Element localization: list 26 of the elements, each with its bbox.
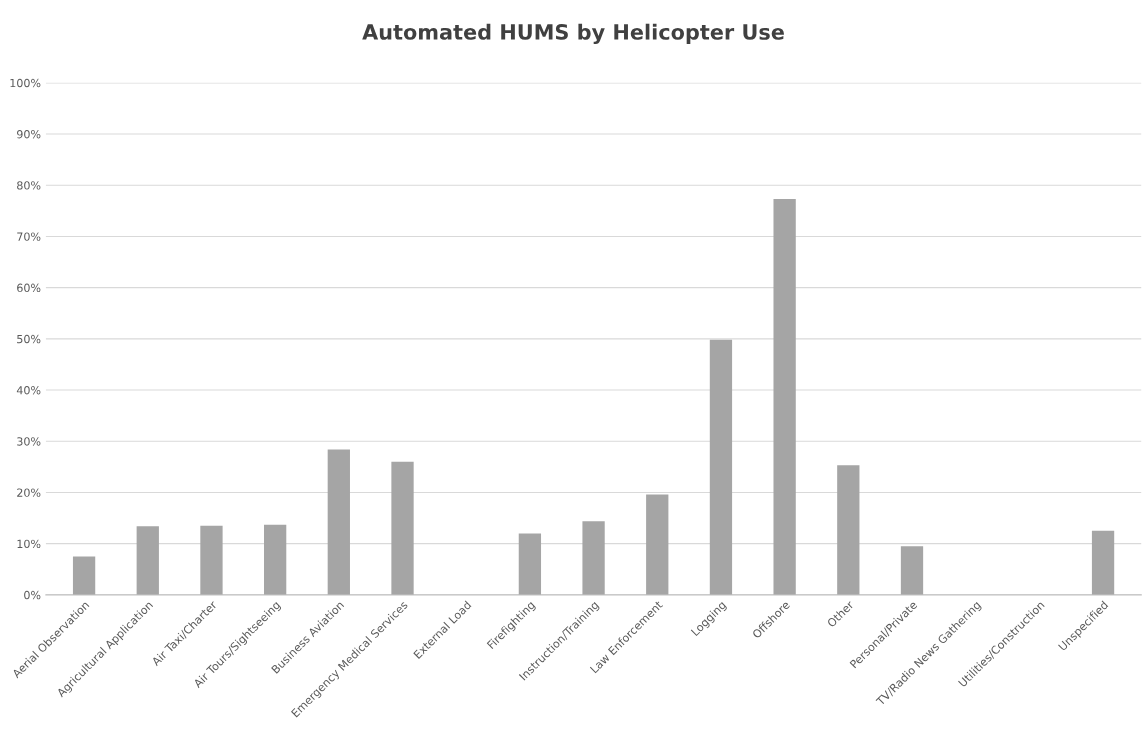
chart-title: Automated HUMS by Helicopter Use <box>362 23 784 45</box>
bar <box>900 546 924 595</box>
y-tick-label: 70% <box>17 232 41 241</box>
y-tick-label: 100% <box>10 78 41 88</box>
y-tick-label: 10% <box>17 539 41 549</box>
bar <box>72 556 96 595</box>
y-tick-label: 80% <box>17 181 41 190</box>
y-tick-label: 90% <box>17 130 41 139</box>
bar <box>264 524 287 595</box>
y-tick-label: 60% <box>17 283 41 293</box>
bar <box>709 339 733 595</box>
y-tick-label: 30% <box>17 437 41 446</box>
y-tick-label: 40% <box>16 386 41 395</box>
bar <box>136 526 159 595</box>
y-tick-label: 0% <box>24 590 41 600</box>
y-tick-label: 50% <box>17 334 41 344</box>
bar <box>582 521 605 595</box>
bar <box>773 199 796 595</box>
y-tick-label: 20% <box>17 488 41 497</box>
bar <box>391 461 414 595</box>
bar <box>646 494 669 595</box>
bar <box>518 533 542 595</box>
bar <box>200 525 223 595</box>
bar <box>1091 530 1115 595</box>
bar <box>837 465 860 595</box>
bar <box>327 449 350 595</box>
